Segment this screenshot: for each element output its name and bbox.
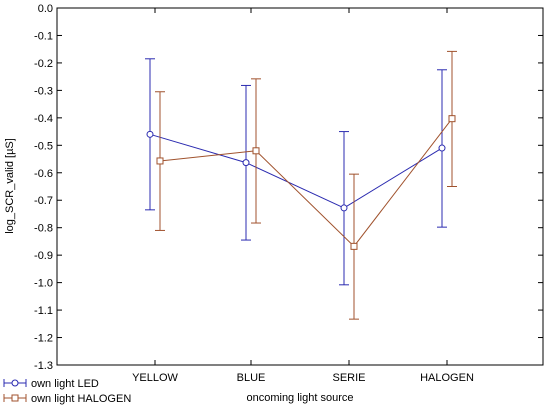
legend-marker <box>11 394 19 402</box>
series-line <box>149 133 443 209</box>
y-tick-label: -0.9 <box>34 250 53 262</box>
y-tick-label: -1.1 <box>34 305 53 317</box>
y-tick-label: -1.2 <box>34 333 53 345</box>
y-tick-label: -0.6 <box>34 168 53 180</box>
x-tick-label: SERIE <box>332 372 365 384</box>
y-tick-label: -0.3 <box>34 85 53 97</box>
legend-label: own light HALOGEN <box>31 393 131 405</box>
y-tick-label: -0.5 <box>34 140 53 152</box>
plot-frame <box>56 7 544 366</box>
y-tick-label: -0.2 <box>34 58 53 70</box>
y-tick-label: -1.0 <box>34 278 53 290</box>
data-point <box>252 147 260 155</box>
y-tick-label: -0.4 <box>34 113 53 125</box>
legend-marker <box>11 379 19 387</box>
series-led <box>145 58 447 286</box>
y-axis: 0.0 -0.1 -0.2 -0.3 -0.4 -0.5 -0.6 -0.7 -0.8 -0.9 -… <box>34 3 543 372</box>
data-point <box>146 130 154 138</box>
legend-item: own light HALOGEN <box>3 393 131 405</box>
data-point <box>242 159 250 167</box>
data-point <box>438 144 446 152</box>
series-halogen <box>155 50 457 320</box>
y-tick-label: -0.7 <box>34 195 53 207</box>
data-point <box>350 242 358 250</box>
data-point <box>448 115 456 123</box>
series-layer <box>145 50 457 320</box>
series-line <box>159 118 453 248</box>
data-point <box>340 204 348 212</box>
x-tick-label: BLUE <box>237 372 266 384</box>
legend: own light LED own light HALOGEN <box>3 378 131 405</box>
x-axis-title: oncoming light source <box>246 392 353 404</box>
legend-label: own light LED <box>31 378 99 390</box>
data-point <box>156 157 164 165</box>
y-tick-label: -0.8 <box>34 223 53 235</box>
y-tick-label: -1.3 <box>34 360 53 372</box>
x-axis: YELLOW BLUE SERIE HALOGEN <box>132 8 474 384</box>
x-tick-label: HALOGEN <box>420 372 474 384</box>
legend-item: own light LED <box>3 378 99 390</box>
y-axis-title: log_SCR_valid [µS] <box>4 138 16 234</box>
y-tick-label: -0.1 <box>34 30 53 42</box>
x-tick-label: YELLOW <box>132 372 178 384</box>
y-tick-label: 0.0 <box>38 3 53 15</box>
